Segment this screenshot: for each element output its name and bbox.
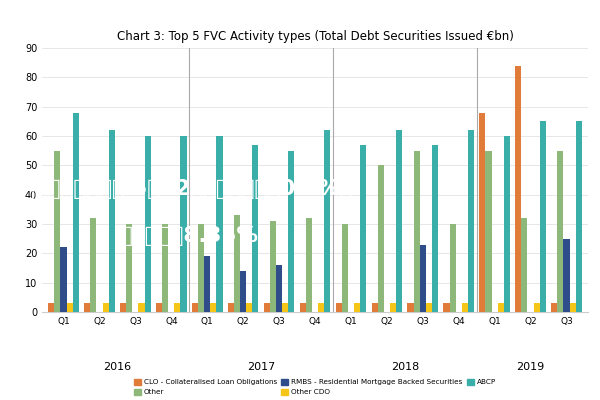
Bar — [288, 151, 295, 312]
Bar — [276, 265, 282, 312]
Text: 合法正规的配资平台 5月22日富春转债上涨0.8%，: 合法正规的配资平台 5月22日富春转债上涨0.8%， — [9, 179, 353, 199]
Bar — [234, 215, 240, 312]
Bar — [61, 248, 67, 312]
Bar — [282, 303, 288, 312]
Bar — [485, 151, 491, 312]
Bar — [342, 224, 348, 312]
Legend: CLO - Collateralised Loan Obligations, Other, RMBS - Residential Mortgage Backed: CLO - Collateralised Loan Obligations, O… — [131, 376, 499, 398]
Bar — [575, 121, 582, 312]
Bar — [371, 303, 377, 312]
Bar — [103, 303, 109, 312]
Title: Chart 3: Top 5 FVC Activity types (Total Debt Securities Issued €bn): Chart 3: Top 5 FVC Activity types (Total… — [116, 30, 514, 43]
Bar — [497, 303, 504, 312]
Bar — [91, 218, 97, 312]
Bar — [569, 303, 575, 312]
Text: 2018: 2018 — [391, 362, 419, 372]
Bar — [479, 112, 485, 312]
Bar — [377, 165, 384, 312]
Bar — [426, 303, 432, 312]
Bar — [533, 303, 539, 312]
Bar — [443, 303, 449, 312]
Bar — [198, 224, 204, 312]
Text: 转股溢价率8.35%: 转股溢价率8.35% — [120, 226, 259, 246]
Bar — [228, 303, 234, 312]
Bar — [126, 224, 133, 312]
Bar — [217, 136, 223, 312]
Bar — [48, 303, 55, 312]
Bar — [210, 303, 217, 312]
Bar — [413, 151, 420, 312]
Bar — [449, 224, 455, 312]
Bar — [264, 303, 270, 312]
Bar — [181, 136, 187, 312]
Bar — [139, 303, 145, 312]
Bar — [563, 239, 569, 312]
Bar — [306, 218, 312, 312]
Bar — [253, 145, 259, 312]
Bar — [145, 136, 151, 312]
Bar — [84, 303, 91, 312]
Text: 2017: 2017 — [247, 362, 275, 372]
Bar — [521, 218, 527, 312]
Bar — [407, 303, 413, 312]
Bar — [354, 303, 360, 312]
Text: 2019: 2019 — [517, 362, 545, 372]
Bar — [390, 303, 396, 312]
Bar — [204, 256, 210, 312]
Bar — [504, 136, 510, 312]
Bar — [55, 151, 61, 312]
Bar — [468, 130, 474, 312]
Bar — [539, 121, 546, 312]
Bar — [120, 303, 126, 312]
Bar — [175, 303, 181, 312]
Bar — [515, 66, 521, 312]
Bar — [73, 112, 79, 312]
Bar — [318, 303, 324, 312]
Bar — [324, 130, 330, 312]
Bar — [551, 303, 557, 312]
Bar — [360, 145, 366, 312]
Bar — [246, 303, 253, 312]
Bar — [192, 303, 198, 312]
Bar — [462, 303, 468, 312]
Bar — [557, 151, 563, 312]
Bar — [396, 130, 402, 312]
Bar — [240, 271, 246, 312]
Bar — [109, 130, 115, 312]
Text: 2016: 2016 — [103, 362, 131, 372]
Bar — [335, 303, 342, 312]
Bar — [420, 244, 426, 312]
Bar — [300, 303, 306, 312]
Bar — [162, 224, 168, 312]
Bar — [432, 145, 438, 312]
Bar — [270, 221, 276, 312]
Bar — [67, 303, 73, 312]
Bar — [156, 303, 162, 312]
